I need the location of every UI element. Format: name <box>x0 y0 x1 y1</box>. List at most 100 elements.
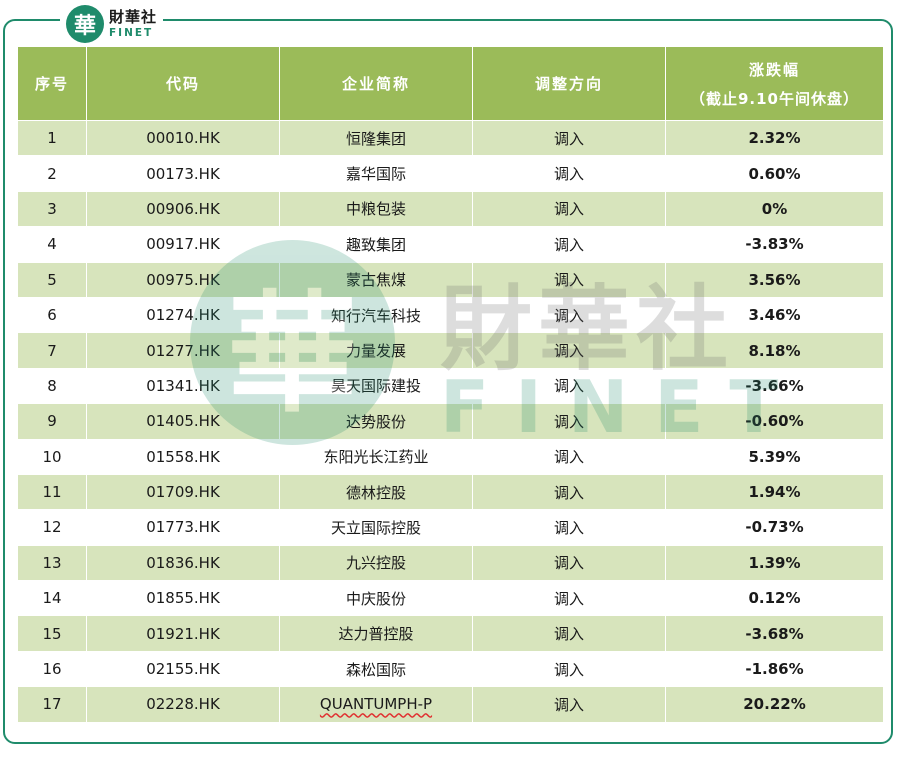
cell-change: 20.22% <box>665 686 884 723</box>
cell-direction: 调入 <box>472 509 666 546</box>
cell-no: 3 <box>17 190 87 228</box>
cell-name: 嘉华国际 <box>279 155 473 192</box>
cell-direction: 调入 <box>472 615 666 652</box>
cell-name: 昊天国际建投 <box>279 367 473 405</box>
finet-logo-icon: 華 <box>66 5 104 43</box>
cell-direction: 调入 <box>472 332 666 369</box>
cell-direction: 调入 <box>472 367 666 405</box>
cell-no: 17 <box>17 686 87 723</box>
cell-name: 达力普控股 <box>279 615 473 652</box>
cell-change: -0.60% <box>665 403 884 440</box>
cell-code: 01855.HK <box>86 580 280 617</box>
table-row: 8 01341.HK 昊天国际建投 调入 -3.66% <box>17 367 884 405</box>
cell-change: 0.60% <box>665 155 884 192</box>
header-no: 序号 <box>17 46 87 121</box>
cell-name: 东阳光长江药业 <box>279 438 473 475</box>
cell-direction: 调入 <box>472 261 666 298</box>
cell-code: 01405.HK <box>86 403 280 440</box>
cell-no: 12 <box>17 509 87 546</box>
cell-no: 11 <box>17 473 87 511</box>
table-row: 14 01855.HK 中庆股份 调入 0.12% <box>17 580 884 617</box>
table-header-row: 序号 代码 企业简称 调整方向 涨跌幅 （截止9.10午间休盘） <box>17 46 884 121</box>
header-code: 代码 <box>86 46 280 121</box>
header-change: 涨跌幅 （截止9.10午间休盘） <box>665 46 884 121</box>
cell-name: 蒙古焦煤 <box>279 261 473 298</box>
cell-code: 02228.HK <box>86 686 280 723</box>
cell-name: 森松国际 <box>279 650 473 688</box>
cell-direction: 调入 <box>472 226 666 263</box>
brand-logo: 華 財華社 FINET <box>60 2 164 46</box>
cell-change: 8.18% <box>665 332 884 369</box>
cell-direction: 调入 <box>472 190 666 228</box>
table-row: 2 00173.HK 嘉华国际 调入 0.60% <box>17 155 884 192</box>
cell-no: 2 <box>17 155 87 192</box>
cell-code: 00975.HK <box>86 261 280 298</box>
table-row: 9 01405.HK 达势股份 调入 -0.60% <box>17 403 884 440</box>
table-row: 13 01836.HK 九兴控股 调入 1.39% <box>17 544 884 582</box>
cell-code: 00906.HK <box>86 190 280 228</box>
table-row: 10 01558.HK 东阳光长江药业 调入 5.39% <box>17 438 884 475</box>
cell-code: 01558.HK <box>86 438 280 475</box>
table-row: 3 00906.HK 中粮包装 调入 0% <box>17 190 884 228</box>
table-row: 12 01773.HK 天立国际控股 调入 -0.73% <box>17 509 884 546</box>
cell-change: 5.39% <box>665 438 884 475</box>
cell-change: 3.46% <box>665 296 884 334</box>
cell-code: 01921.HK <box>86 615 280 652</box>
cell-no: 6 <box>17 296 87 334</box>
cell-no: 1 <box>17 119 87 157</box>
table-row: 6 01274.HK 知行汽车科技 调入 3.46% <box>17 296 884 334</box>
cell-change: -3.66% <box>665 367 884 405</box>
cell-direction: 调入 <box>472 403 666 440</box>
cell-no: 5 <box>17 261 87 298</box>
cell-code: 01709.HK <box>86 473 280 511</box>
cell-name: 趣致集团 <box>279 226 473 263</box>
cell-change: 1.94% <box>665 473 884 511</box>
table-row: 5 00975.HK 蒙古焦煤 调入 3.56% <box>17 261 884 298</box>
cell-code: 00010.HK <box>86 119 280 157</box>
cell-direction: 调入 <box>472 438 666 475</box>
table-row: 11 01709.HK 德林控股 调入 1.94% <box>17 473 884 511</box>
table-body: 1 00010.HK 恒隆集团 调入 2.32% 2 00173.HK 嘉华国际 调入 0.60%… <box>17 119 884 723</box>
header-name: 企业简称 <box>279 46 473 121</box>
table-row: 1 00010.HK 恒隆集团 调入 2.32% <box>17 119 884 157</box>
cell-change: -1.86% <box>665 650 884 688</box>
brand-text: 財華社 FINET <box>109 9 157 39</box>
cell-name: 力量发展 <box>279 332 473 369</box>
cell-name: 恒隆集团 <box>279 119 473 157</box>
table-row: 7 01277.HK 力量发展 调入 8.18% <box>17 332 884 369</box>
table-row: 16 02155.HK 森松国际 调入 -1.86% <box>17 650 884 688</box>
cell-direction: 调入 <box>472 544 666 582</box>
cell-code: 02155.HK <box>86 650 280 688</box>
cell-code: 01836.HK <box>86 544 280 582</box>
cell-direction: 调入 <box>472 296 666 334</box>
cell-name: QUANTUMPH-P <box>279 686 473 723</box>
cell-no: 7 <box>17 332 87 369</box>
cell-change: 0.12% <box>665 580 884 617</box>
cell-no: 14 <box>17 580 87 617</box>
cell-direction: 调入 <box>472 473 666 511</box>
cell-no: 16 <box>17 650 87 688</box>
table-row: 15 01921.HK 达力普控股 调入 -3.68% <box>17 615 884 652</box>
header-change-note: （截止9.10午间休盘） <box>689 89 859 108</box>
cell-no: 8 <box>17 367 87 405</box>
cell-name: 中粮包装 <box>279 190 473 228</box>
table-row: 4 00917.HK 趣致集团 调入 -3.83% <box>17 226 884 263</box>
cell-name: 德林控股 <box>279 473 473 511</box>
cell-name: 中庆股份 <box>279 580 473 617</box>
cell-direction: 调入 <box>472 155 666 192</box>
cell-code: 00917.HK <box>86 226 280 263</box>
cell-change: 0% <box>665 190 884 228</box>
cell-no: 15 <box>17 615 87 652</box>
cell-no: 4 <box>17 226 87 263</box>
cell-name: 达势股份 <box>279 403 473 440</box>
stock-adjustment-table: 序号 代码 企业简称 调整方向 涨跌幅 （截止9.10午间休盘） 1 00010.… <box>17 46 884 723</box>
cell-code: 01277.HK <box>86 332 280 369</box>
cell-change: -3.68% <box>665 615 884 652</box>
cell-name: 天立国际控股 <box>279 509 473 546</box>
header-direction: 调整方向 <box>472 46 666 121</box>
table-row: 17 02228.HK QUANTUMPH-P 调入 20.22% <box>17 686 884 723</box>
cell-name: 知行汽车科技 <box>279 296 473 334</box>
cell-change: 3.56% <box>665 261 884 298</box>
cell-direction: 调入 <box>472 686 666 723</box>
cell-change: -3.83% <box>665 226 884 263</box>
